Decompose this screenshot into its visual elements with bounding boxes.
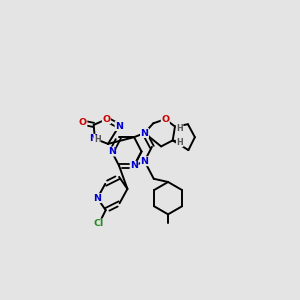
Text: O: O bbox=[79, 118, 87, 127]
Text: H: H bbox=[176, 124, 183, 133]
Text: O: O bbox=[161, 115, 170, 124]
Text: H: H bbox=[94, 135, 101, 144]
Text: N: N bbox=[115, 122, 123, 130]
Text: O: O bbox=[102, 115, 110, 124]
Polygon shape bbox=[173, 140, 180, 144]
Text: H: H bbox=[176, 138, 183, 147]
Text: N: N bbox=[140, 128, 148, 137]
Text: N: N bbox=[130, 161, 138, 170]
Text: N: N bbox=[93, 194, 101, 203]
Text: Cl: Cl bbox=[94, 219, 104, 228]
Polygon shape bbox=[175, 127, 180, 130]
Text: N: N bbox=[108, 147, 116, 156]
Text: N: N bbox=[89, 134, 97, 143]
Text: N: N bbox=[140, 157, 148, 166]
